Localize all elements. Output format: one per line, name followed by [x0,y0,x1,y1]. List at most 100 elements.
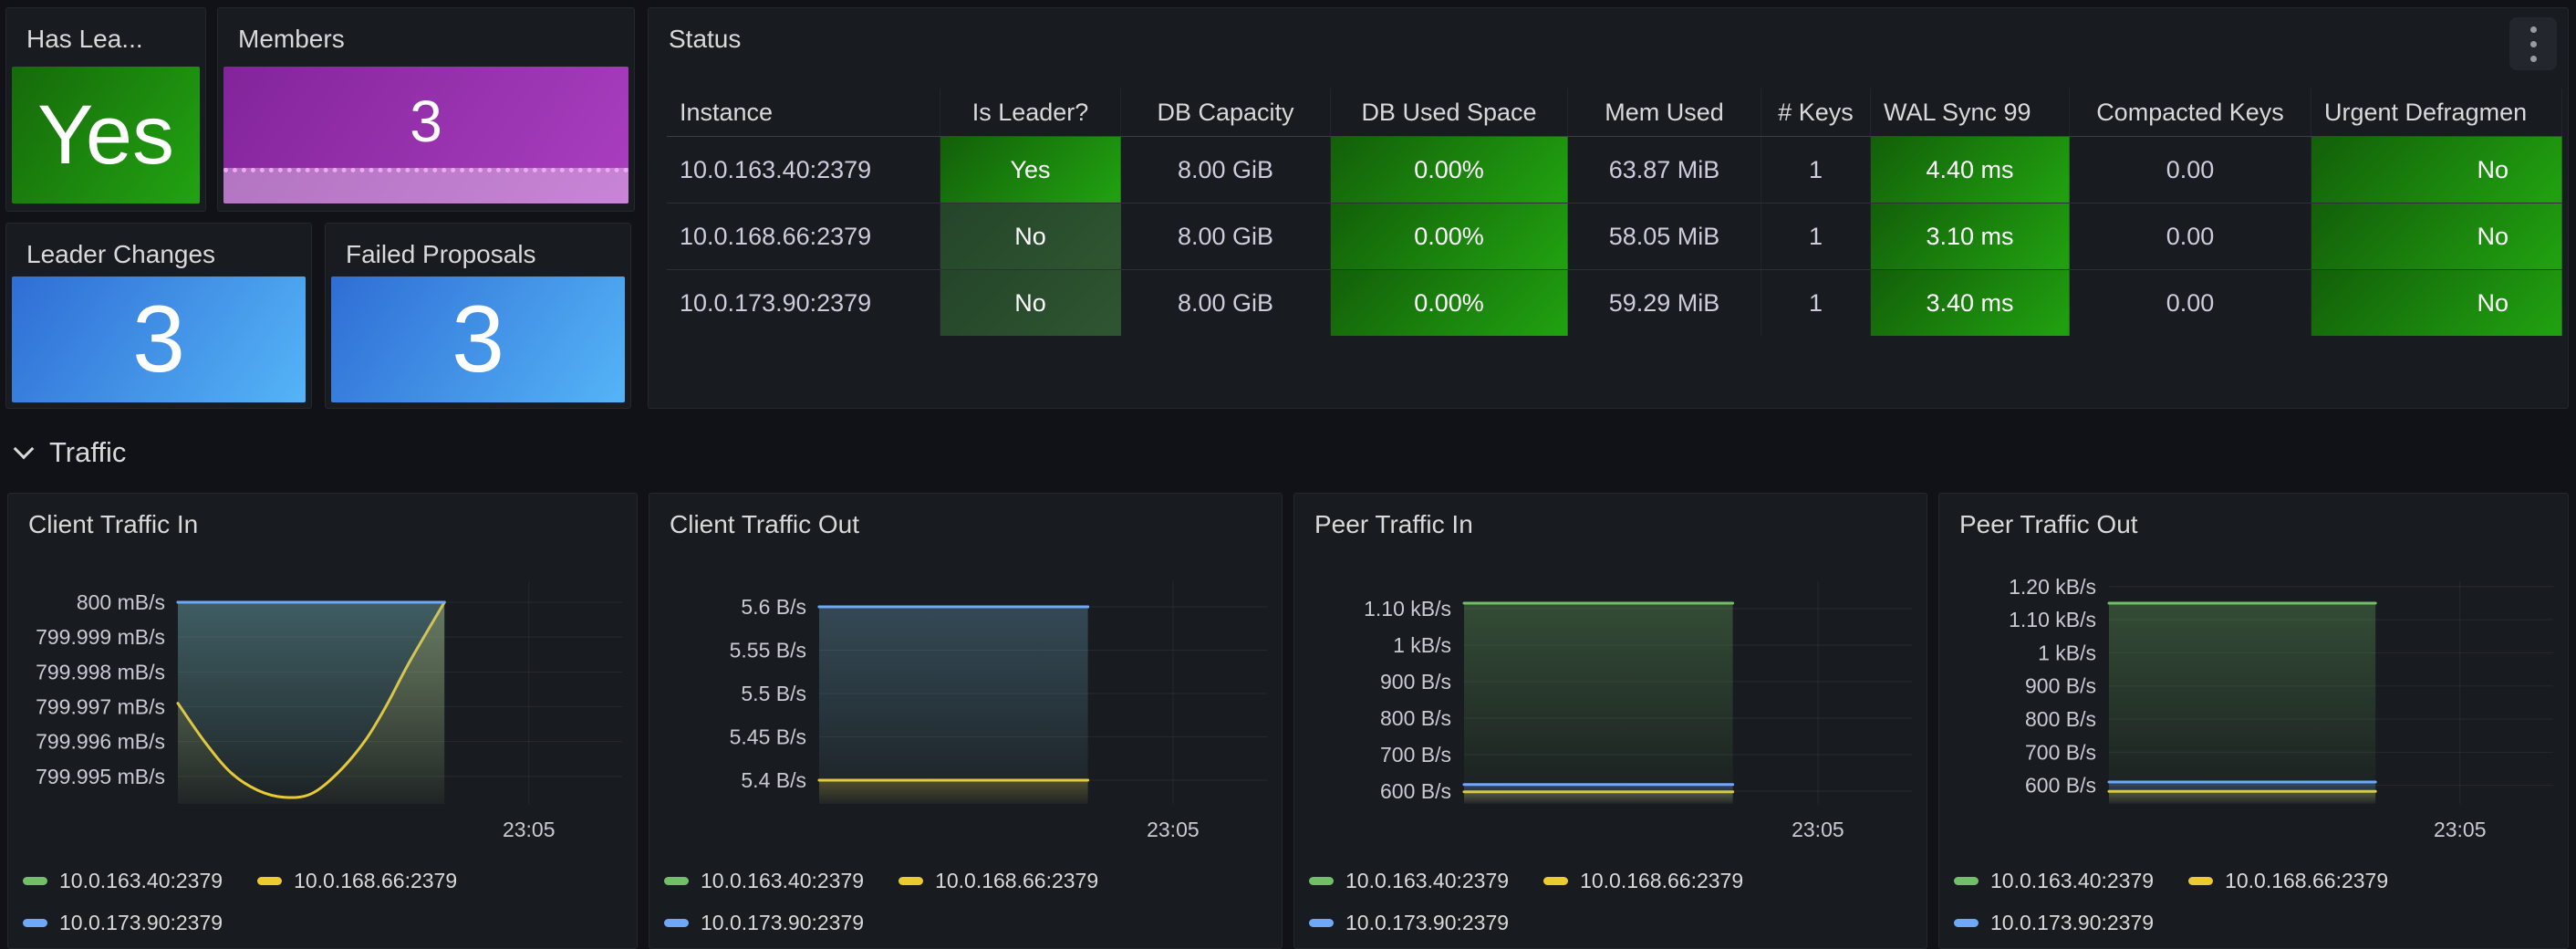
y-tick-label: 799.999 mB/s [36,625,165,649]
legend-item[interactable]: 10.0.163.40:2379 [23,866,223,895]
panel-title: Failed Proposals [346,240,536,268]
table-cell: 8.00 GiB [1121,203,1331,269]
column-header-3[interactable]: DB Used Space [1331,89,1568,136]
legend-series-label: 10.0.168.66:2379 [935,868,1099,892]
table-cell: 4.40 ms [1871,137,2070,203]
table-cell: No [2311,203,2562,269]
panel-title: Peer Traffic In [1314,510,1473,538]
legend-series-color [1309,876,1334,885]
legend-series-color [1543,876,1569,885]
column-header-1[interactable]: Is Leader? [940,89,1121,136]
series-area [819,607,1088,804]
y-tick-label: 600 B/s [1380,779,1451,803]
legend-item[interactable]: 10.0.168.66:2379 [2188,866,2388,895]
legend-item[interactable]: 10.0.173.90:2379 [1954,908,2154,937]
y-tick-label: 800 B/s [2025,707,2096,731]
panel-title: Status [669,25,742,53]
y-tick-label: 1 kB/s [2038,641,2096,664]
panel-title: Leader Changes [26,240,216,268]
legend-series-color [664,918,689,927]
legend-item[interactable]: 10.0.163.40:2379 [1309,866,1509,895]
legend-row: 10.0.173.90:2379 [664,908,1098,937]
table-cell: 1 [1761,203,1871,269]
y-tick-label: 800 B/s [1380,706,1451,730]
y-tick-label: 1.20 kB/s [2009,575,2096,599]
members-sparkline [223,168,628,203]
y-tick-label: 700 B/s [2025,740,2096,764]
legend-item[interactable]: 10.0.168.66:2379 [1543,866,1743,895]
y-tick-label: 600 B/s [2025,774,2096,798]
legend-series-color [1954,876,1979,885]
table-cell: 1 [1761,270,1871,336]
chevron-down-icon [13,438,35,460]
table-cell: No [2311,270,2562,336]
column-header-6[interactable]: WAL Sync 99 [1871,89,2070,136]
table-cell: 0.00 [2070,203,2311,269]
legend-row: 10.0.163.40:2379 10.0.168.66:2379 [1954,866,2388,895]
legend-series-label: 10.0.163.40:2379 [701,868,865,892]
table-header-row: Instance Is Leader? DB Capacity DB Used Spa… [667,89,2562,137]
table-cell: 59.29 MiB [1568,270,1761,336]
series-area [2109,782,2376,804]
column-header-0[interactable]: Instance [667,89,940,136]
y-tick-label: 900 B/s [1380,670,1451,694]
section-traffic[interactable]: Traffic [13,429,126,476]
table-cell: No [940,270,1121,336]
legend-item[interactable]: 10.0.173.90:2379 [664,908,864,937]
y-tick-label: 799.998 mB/s [36,660,165,683]
legend-series-label: 10.0.173.90:2379 [1345,910,1510,934]
column-header-7[interactable]: Compacted Keys [2070,89,2311,136]
y-tick-label: 5.5 B/s [741,682,806,705]
table-cell: 10.0.163.40:2379 [667,137,940,203]
panel-title: Peer Traffic Out [1959,510,2138,538]
y-tick-label: 799.996 mB/s [36,730,165,754]
series-area [2109,602,2376,804]
legend-item[interactable]: 10.0.163.40:2379 [1954,866,2154,895]
panel-menu-button[interactable] [2509,17,2557,70]
leader-changes-value: 3 [132,287,185,392]
y-tick-label: 900 B/s [2025,674,2096,698]
panel-peer-traffic-out: Peer Traffic Out 1.20 kB/s 1.10 kB/s 1 kB/… [1938,493,2569,949]
column-header-5[interactable]: # Keys [1761,89,1871,136]
legend-series-color [898,876,924,885]
chart-area: 1.20 kB/s 1.10 kB/s 1 kB/s 900 B/s 800 B/s 70… [1939,567,2568,859]
y-tick-label: 799.995 mB/s [36,765,165,788]
legend-series-color [257,876,283,885]
table-row: 10.0.173.90:2379 No 8.00 GiB 0.00% 59.29 MiB… [667,270,2562,336]
column-header-4[interactable]: Mem Used [1568,89,1761,136]
legend-series-color [23,876,47,885]
y-tick-label: 1 kB/s [1393,633,1451,657]
failed-proposals-value: 3 [452,287,504,392]
panel-title: Client Traffic In [28,510,199,538]
chart-canvas: 1.20 kB/s 1.10 kB/s 1 kB/s 900 B/s 800 B/s 70… [2009,575,2553,841]
legend-row: 10.0.173.90:2379 [1309,908,1743,937]
y-tick-label: 800 mB/s [77,590,165,614]
table-cell: 8.00 GiB [1121,270,1331,336]
legend-item[interactable]: 10.0.163.40:2379 [664,866,864,895]
legend-item[interactable]: 10.0.168.66:2379 [898,866,1098,895]
panel-members: Members 3 [217,7,635,212]
panel-leader-changes: Leader Changes 3 [5,223,312,409]
column-header-8[interactable]: Urgent Defragmen [2311,89,2562,136]
legend-series-label: 10.0.168.66:2379 [1580,868,1744,892]
x-tick-label: 23:05 [503,818,556,841]
status-table: Instance Is Leader? DB Capacity DB Used Spa… [667,89,2562,336]
kebab-menu-icon [2529,40,2537,47]
table-cell: Yes [940,137,1121,203]
chart-area: 5.6 B/s 5.55 B/s 5.5 B/s 5.45 B/s 5.4 B/s 23:… [649,567,1282,859]
legend-series-color [1309,918,1334,927]
legend-item[interactable]: 10.0.168.66:2379 [257,866,457,895]
legend-item[interactable]: 10.0.173.90:2379 [1309,908,1509,937]
panel-client-traffic-in: Client Traffic In 800 mB/s 799.999 mB/s 79… [7,493,638,949]
table-cell: 10.0.173.90:2379 [667,270,940,336]
table-cell: 10.0.168.66:2379 [667,203,940,269]
y-tick-label: 799.997 mB/s [36,695,165,719]
y-tick-label: 5.4 B/s [741,768,806,792]
chart-legend: 10.0.163.40:2379 10.0.168.66:2379 10.0.173… [664,866,1098,937]
table-cell: No [2311,137,2562,203]
column-header-2[interactable]: DB Capacity [1121,89,1331,136]
chart-legend: 10.0.163.40:2379 10.0.168.66:2379 10.0.173… [1954,866,2388,937]
legend-item[interactable]: 10.0.173.90:2379 [23,908,223,937]
series-area [1464,784,1733,804]
chart-canvas: 800 mB/s 799.999 mB/s 799.998 mB/s 799.997 … [36,581,622,841]
